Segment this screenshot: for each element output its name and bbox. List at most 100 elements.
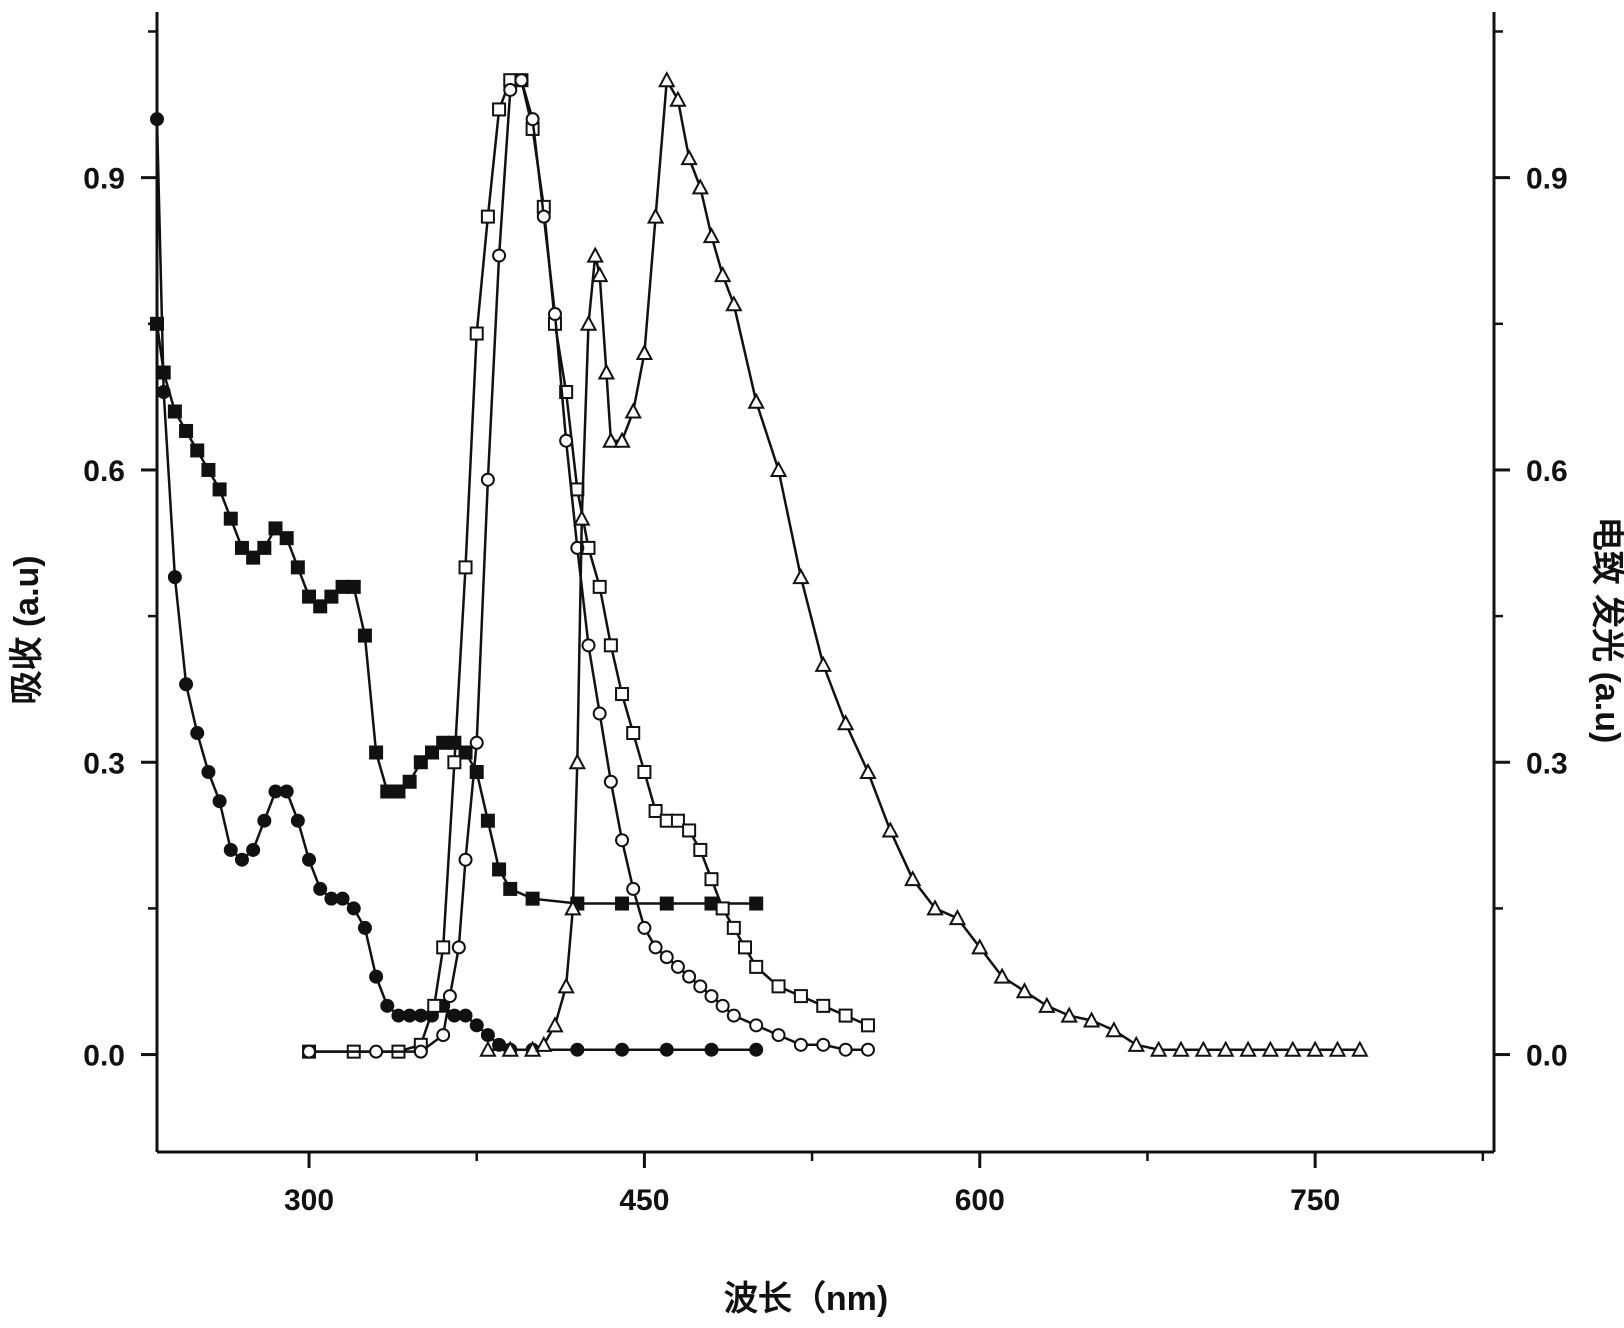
data-point-triangle: [1172, 1040, 1190, 1057]
data-point-circle: [190, 726, 205, 741]
data-point-triangle: [1261, 1040, 1280, 1057]
data-point-circle: [480, 1028, 495, 1043]
data-point-triangle: [564, 899, 582, 916]
y-left-tick-label: 0.9: [83, 163, 125, 196]
data-point-triangle: [586, 246, 604, 263]
data-point-circle: [704, 989, 719, 1004]
data-point-square: [615, 896, 630, 911]
data-point-circle: [659, 950, 674, 965]
data-point-circle: [492, 248, 507, 263]
data-point-triangle: [579, 314, 598, 331]
data-point-circle: [816, 1037, 831, 1052]
data-point-square: [324, 589, 339, 604]
data-point-circle: [648, 940, 663, 955]
data-point-square: [838, 1008, 853, 1023]
data-point-square: [704, 872, 719, 887]
data-point-triangle: [1015, 982, 1034, 999]
data-point-triangle: [836, 714, 855, 731]
data-point-square: [592, 579, 607, 594]
data-point-triangle: [1194, 1040, 1213, 1057]
data-point-triangle: [713, 265, 732, 283]
data-point-circle: [570, 1042, 585, 1057]
y-right-tick-label: 0.9: [1526, 163, 1568, 196]
y-right-tick-label: 0.3: [1526, 747, 1568, 780]
data-point-triangle: [557, 977, 575, 994]
data-point-circle: [458, 852, 473, 867]
data-point-triangle: [1082, 1011, 1101, 1028]
data-point-circle: [615, 1042, 630, 1057]
data-point-square: [313, 599, 328, 614]
data-point-triangle: [747, 392, 765, 409]
data-point-square: [793, 989, 808, 1004]
y-axis-title-right: 电致 发光 (a.u): [1588, 517, 1624, 744]
data-point-square: [715, 901, 730, 916]
data-point-circle: [223, 842, 238, 857]
data-point-triangle: [1127, 1035, 1145, 1052]
data-point-square: [257, 540, 272, 555]
data-point-square: [525, 891, 540, 906]
y-axis-title-left: 吸收 (a.u): [8, 555, 46, 704]
data-point-circle: [346, 901, 361, 916]
data-point-circle: [451, 940, 466, 955]
data-point-triangle: [646, 207, 665, 224]
axis-ticks: 300 450 600 750 0.0 0.0 0.3 0.3 0.6 0.6 0.9 0.9: [83, 30, 1568, 1217]
data-point-circle: [442, 989, 457, 1004]
data-point-triangle: [568, 753, 587, 770]
data-point-triangle: [669, 90, 687, 107]
data-point-circle: [547, 307, 562, 322]
data-point-square: [603, 638, 618, 653]
data-point-triangle: [993, 967, 1011, 984]
data-point-circle: [156, 385, 171, 399]
data-point-circle: [536, 209, 551, 224]
data-point-circle: [150, 112, 164, 127]
data-point-square: [626, 726, 641, 741]
data-point-square: [480, 209, 495, 224]
x-axis-title: 波长（nm): [724, 1279, 888, 1318]
data-point-square: [402, 774, 417, 789]
data-point-triangle: [1351, 1040, 1369, 1057]
data-point-square: [749, 896, 764, 911]
data-point-circle: [413, 1044, 428, 1059]
data-point-triangle: [602, 431, 620, 448]
data-point-triangle: [1328, 1040, 1347, 1057]
x-tick-label: 450: [619, 1184, 669, 1217]
data-point-circle: [436, 1028, 451, 1043]
data-point-circle: [659, 1042, 674, 1057]
data-point-triangle: [859, 762, 877, 779]
data-point-triangle: [725, 295, 743, 312]
data-point-circle: [369, 969, 384, 984]
data-point-square: [268, 521, 283, 536]
data-point-square: [234, 540, 249, 555]
data-point-square: [637, 765, 652, 779]
data-point-square: [425, 745, 440, 760]
data-point-circle: [369, 1044, 384, 1059]
series-line: [309, 78, 869, 1053]
data-point-square: [615, 687, 630, 702]
data-point-square: [860, 1018, 875, 1033]
data-point-triangle: [591, 265, 609, 283]
data-point-square: [670, 813, 685, 828]
data-point-square: [436, 940, 451, 955]
plot-frame: [155, 12, 1496, 1154]
data-point-circle: [749, 1018, 764, 1033]
data-point-square: [771, 979, 786, 994]
data-point-circle: [771, 1028, 786, 1043]
data-point-square: [447, 755, 462, 770]
data-point-circle: [290, 813, 305, 828]
data-point-square: [246, 550, 261, 565]
data-point-triangle: [792, 568, 810, 585]
data-point-square: [413, 755, 428, 770]
data-point-square: [201, 462, 216, 477]
data-point-triangle: [1060, 1006, 1078, 1023]
data-point-square: [492, 102, 507, 117]
y-left-tick-label: 0.3: [83, 747, 125, 780]
data-point-circle: [693, 979, 708, 994]
data-point-circle: [212, 794, 227, 809]
data-point-circle: [201, 765, 216, 779]
y-left-tick-label: 0.0: [83, 1040, 125, 1073]
series-1-filled-circle: [150, 112, 764, 1057]
data-point-square: [212, 482, 227, 497]
data-point-circle: [637, 920, 652, 935]
data-point-triangle: [635, 343, 654, 361]
data-point-circle: [234, 852, 249, 867]
